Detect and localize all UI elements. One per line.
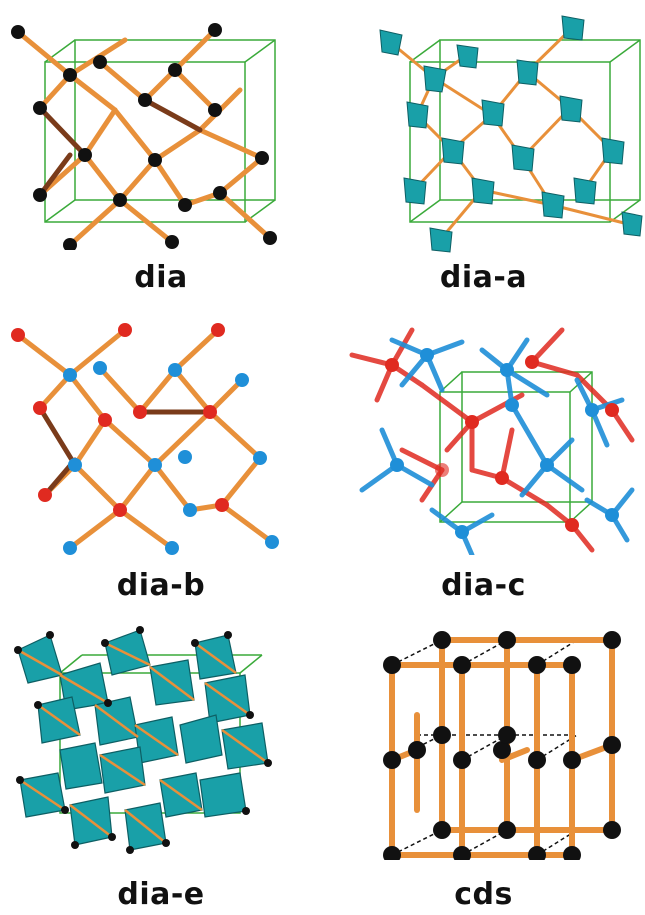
dia-e-net-diagram bbox=[0, 605, 322, 860]
panel-label: cds bbox=[322, 877, 645, 912]
dia-net-diagram bbox=[0, 0, 322, 250]
cds-net-diagram bbox=[322, 605, 645, 860]
panel-label: dia-b bbox=[0, 568, 322, 603]
panel-dia-b: dia-b bbox=[0, 300, 322, 605]
panel-label: dia-e bbox=[0, 877, 322, 912]
panel-label: dia bbox=[0, 260, 322, 295]
dia-b-net-diagram bbox=[0, 300, 322, 555]
panel-dia-e: dia-e bbox=[0, 605, 322, 915]
panel-label: dia-c bbox=[322, 568, 645, 603]
dia-a-net-diagram bbox=[322, 0, 645, 255]
panel-dia-a: dia-a bbox=[322, 0, 645, 300]
dia-c-net-diagram bbox=[322, 300, 645, 555]
panel-cds: cds bbox=[322, 605, 645, 915]
panel-dia-c: dia-c bbox=[322, 300, 645, 605]
panel-dia: dia bbox=[0, 0, 322, 300]
tetrahedra bbox=[18, 630, 268, 850]
panel-label: dia-a bbox=[322, 260, 645, 295]
